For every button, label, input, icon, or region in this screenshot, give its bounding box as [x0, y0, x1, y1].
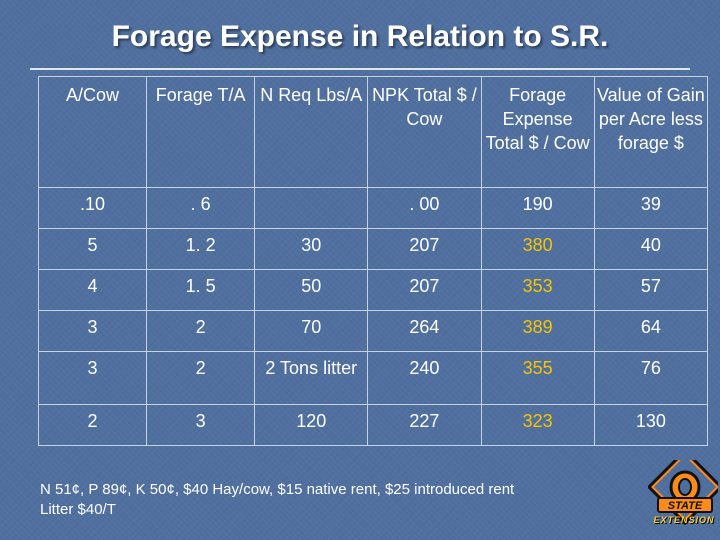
- table-cell: 57: [593, 269, 709, 311]
- table-cell: 2: [37, 404, 148, 446]
- forage-expense-table: A/Cow Forage T/A N Req Lbs/A NPK Total $…: [37, 76, 709, 446]
- table-cell: 50: [254, 269, 369, 311]
- table-cell-highlighted: 355: [480, 351, 595, 405]
- table-cell: 40: [593, 228, 709, 270]
- table-cell: 4: [37, 269, 148, 311]
- table-cell: 1. 5: [146, 269, 256, 311]
- table-cell: 2: [146, 351, 256, 405]
- table-cell: 207: [367, 269, 482, 311]
- table-row: .10 . 6 . 00 190 39: [37, 187, 709, 229]
- table-cell: 190: [480, 187, 595, 229]
- table-cell: . 6: [146, 187, 256, 229]
- table-cell: 227: [367, 404, 482, 446]
- svg-text:STATE: STATE: [668, 500, 703, 512]
- header-n-req: N Req Lbs/A: [254, 76, 369, 188]
- table-cell: 1. 2: [146, 228, 256, 270]
- table-cell-highlighted: 323: [480, 404, 595, 446]
- title-divider: [30, 68, 690, 70]
- table-cell: 64: [593, 310, 709, 352]
- table-cell-highlighted: 353: [480, 269, 595, 311]
- table-cell-highlighted: 380: [480, 228, 595, 270]
- table-row: 3 2 2 Tons litter 240 355 76: [37, 351, 709, 405]
- table-cell: .10: [37, 187, 148, 229]
- header-a-per-cow: A/Cow: [37, 76, 148, 188]
- header-npk-total: NPK Total $ / Cow: [367, 76, 482, 188]
- table-cell: 2: [146, 310, 256, 352]
- table-cell: 5: [37, 228, 148, 270]
- footnote-line-litter: Litter $40/T: [40, 501, 116, 518]
- table-cell: 76: [593, 351, 709, 405]
- footnote: N 51¢, P 89¢, K 50¢, $40 Hay/cow, $15 na…: [40, 480, 640, 520]
- table-row: 3 2 70 264 389 64: [37, 310, 709, 352]
- table-cell: 130: [593, 404, 709, 446]
- table-row: 4 1. 5 50 207 353 57: [37, 269, 709, 311]
- table-cell: 2 Tons litter: [254, 351, 369, 405]
- table-row: 5 1. 2 30 207 380 40: [37, 228, 709, 270]
- table-cell: 39: [593, 187, 709, 229]
- table-cell: 3: [146, 404, 256, 446]
- table-cell-highlighted: 389: [480, 310, 595, 352]
- slide-title: Forage Expense in Relation to S.R.: [111, 20, 609, 53]
- header-forage-ta: Forage T/A: [146, 76, 256, 188]
- table-cell: 207: [367, 228, 482, 270]
- table-cell: 240: [367, 351, 482, 405]
- table-header-row: A/Cow Forage T/A N Req Lbs/A NPK Total $…: [37, 76, 709, 188]
- table-cell: 120: [254, 404, 369, 446]
- table-cell: 70: [254, 310, 369, 352]
- oklahoma-state-extension-logo-icon: STATE: [648, 460, 718, 526]
- table-cell: 3: [37, 351, 148, 405]
- table-cell: 30: [254, 228, 369, 270]
- table-cell: 264: [367, 310, 482, 352]
- table-cell: [254, 187, 369, 229]
- header-value-of-gain: Value of Gain per Acre less forage $: [593, 76, 709, 188]
- footnote-line-prices: N 51¢, P 89¢, K 50¢, $40 Hay/cow, $15 na…: [40, 481, 515, 498]
- table-cell: . 00: [367, 187, 482, 229]
- header-forage-expense: Forage Expense Total $ / Cow: [480, 76, 595, 188]
- table-row: 2 3 120 227 323 130: [37, 404, 709, 446]
- table-cell: 3: [37, 310, 148, 352]
- logo-caption: EXTENSION: [653, 515, 715, 525]
